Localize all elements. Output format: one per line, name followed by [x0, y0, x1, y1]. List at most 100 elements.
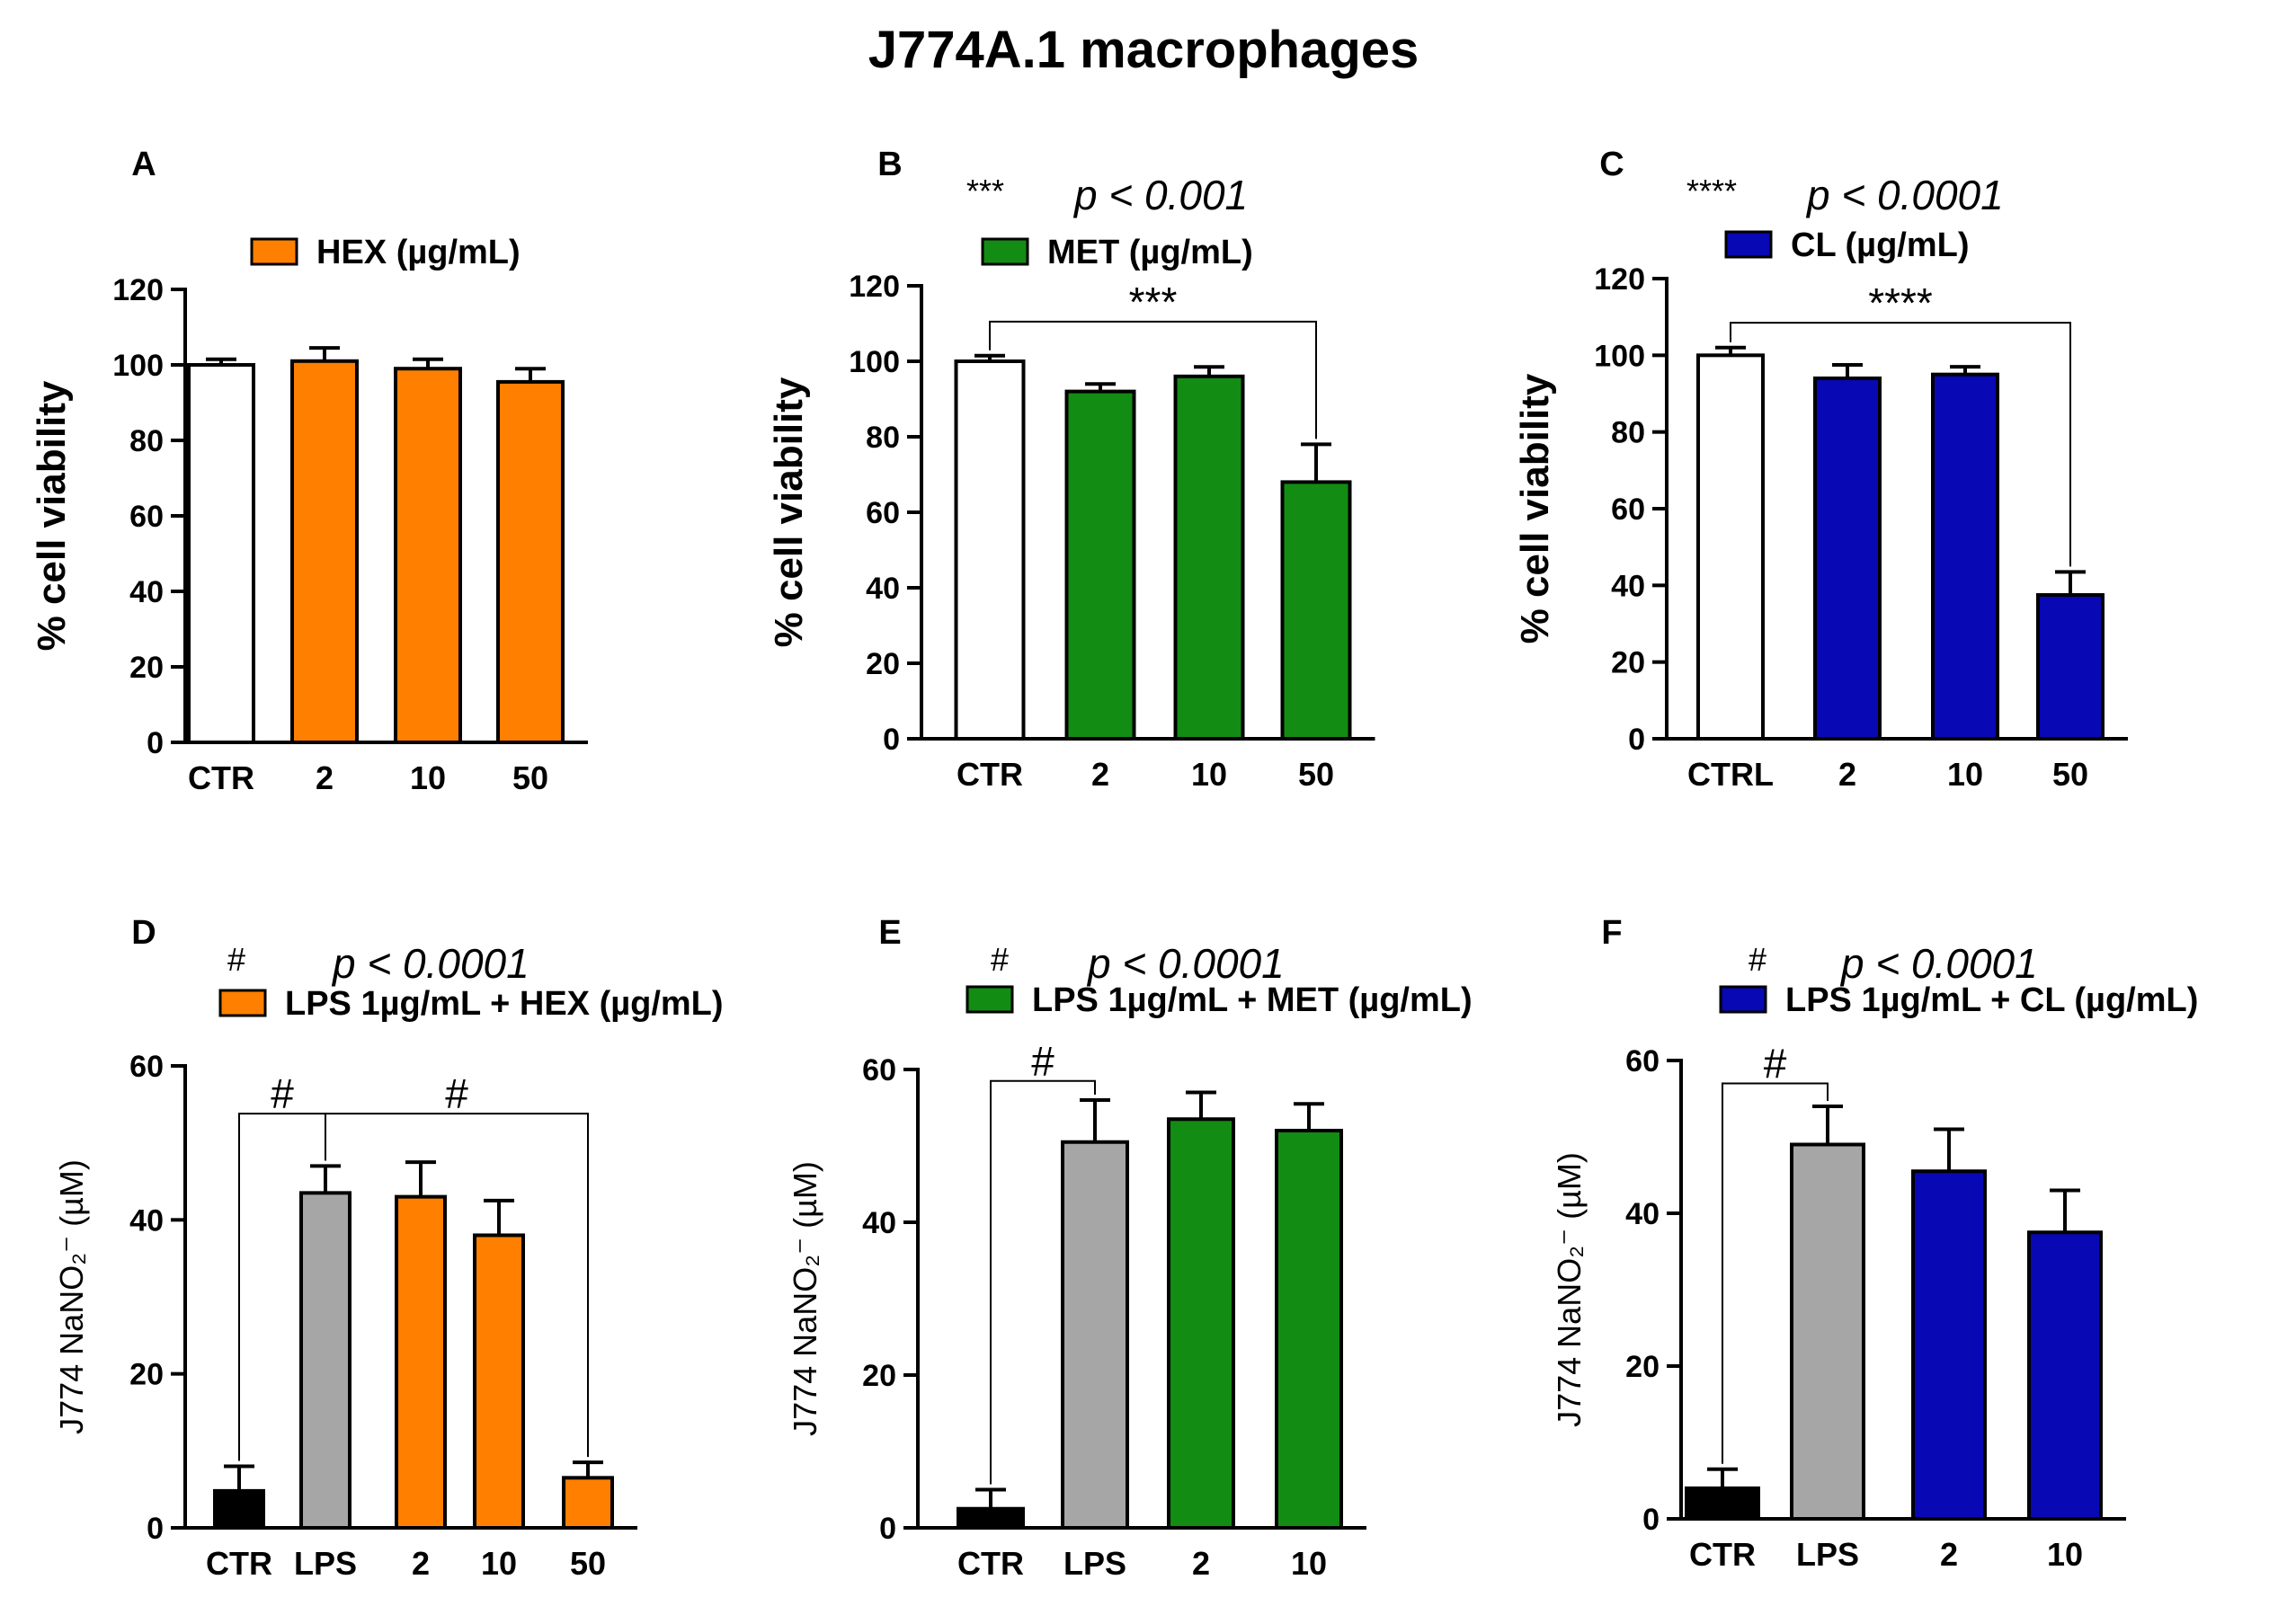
y-tick-label: 20: [129, 651, 164, 685]
y-tick-label: 100: [849, 345, 900, 379]
panel-f: F LPS 1µg/mL + CL (µg/mL) # p < 0.0001 J774 …: [1551, 914, 2198, 1573]
legend-label: HEX (µg/mL): [316, 234, 521, 271]
y-tick-label: 60: [129, 1050, 164, 1084]
y-tick-label: 40: [129, 1203, 164, 1238]
significance-bracket: [1730, 322, 2071, 567]
bar-ctrl: [1696, 353, 1765, 741]
p-value-note: p < 0.0001: [1805, 172, 2004, 218]
p-value-note: p < 0.0001: [1086, 940, 1285, 987]
legend-label: LPS 1µg/mL + HEX (µg/mL): [285, 985, 724, 1023]
x-tick-label: 2: [1091, 756, 1109, 793]
y-tick-label: 0: [147, 1512, 164, 1546]
bar-50: [562, 1476, 614, 1530]
y-tick-label: 60: [1611, 493, 1645, 527]
y-tick-label: 80: [129, 424, 164, 458]
bar-ctr: [187, 363, 255, 744]
panel-letter: E: [878, 914, 901, 952]
y-tick-label: 80: [866, 421, 900, 455]
x-tick-label: 10: [2047, 1536, 2083, 1573]
x-tick-label: 10: [1191, 756, 1227, 793]
x-tick-label: CTR: [957, 756, 1023, 793]
bar-10: [2027, 1230, 2103, 1521]
y-tick-label: 20: [129, 1358, 164, 1392]
significance-symbol: ****: [1686, 173, 1737, 209]
bar-2: [1167, 1117, 1235, 1530]
x-tick-label: 10: [410, 759, 446, 796]
significance-label: #: [1031, 1038, 1055, 1085]
y-tick-label: 40: [129, 575, 164, 609]
x-tick-label: 2: [1940, 1536, 1958, 1573]
y-tick-label: 120: [849, 270, 900, 304]
x-tick-label: 2: [412, 1545, 430, 1582]
significance-symbol: ***: [966, 173, 1004, 209]
y-tick-label: 100: [1594, 339, 1645, 373]
p-value-note: p < 0.0001: [1839, 940, 2038, 987]
significance-label: ***: [1129, 279, 1178, 325]
bar-ctr: [957, 1506, 1025, 1530]
legend-swatch: [218, 989, 267, 1017]
legend-label: CL (µg/mL): [1791, 226, 1970, 264]
x-tick-label: CTRL: [1687, 756, 1774, 793]
legend-swatch: [981, 237, 1029, 266]
bar-10: [473, 1233, 525, 1530]
y-axis-label: % cell viability: [1513, 373, 1557, 643]
x-tick-label: 50: [570, 1545, 606, 1582]
legend-swatch: [1719, 985, 1767, 1014]
y-tick-label: 100: [112, 349, 164, 383]
x-tick-label: LPS: [1063, 1545, 1126, 1582]
panel-a: A HEX (µg/mL) % cell viability 0 20 40 60 80 100…: [30, 146, 588, 796]
bar-ctr: [954, 359, 1026, 741]
x-tick-label: CTR: [188, 759, 254, 796]
y-axis-label: J774 NaNO₂⁻ (µM): [787, 1161, 823, 1436]
bar-lps: [1061, 1140, 1129, 1530]
bar-2: [1064, 389, 1136, 741]
y-tick-label: 0: [883, 723, 900, 757]
bar-10: [1931, 372, 1999, 741]
x-tick-label: CTR: [1689, 1536, 1756, 1573]
p-value-note: p < 0.001: [1072, 172, 1248, 218]
bar-2: [290, 359, 359, 744]
x-tick-label: 50: [2052, 756, 2088, 793]
y-axis-label: J774 NaNO₂⁻ (µM): [1551, 1152, 1588, 1427]
y-tick-label: 60: [1625, 1044, 1660, 1078]
figure-title: J774A.1 macrophages: [868, 21, 1419, 79]
x-tick-label: CTR: [957, 1545, 1024, 1582]
y-tick-label: 0: [1642, 1503, 1660, 1537]
significance-symbol: #: [1749, 941, 1766, 978]
x-tick-label: 10: [1947, 756, 1983, 793]
bar-lps: [299, 1191, 352, 1530]
panel-b: B MET (µg/mL) *** p < 0.001 % cell viability…: [767, 146, 1375, 793]
panel-letter: D: [131, 914, 156, 952]
x-tick-label: LPS: [294, 1545, 357, 1582]
bar-50: [1280, 480, 1352, 741]
significance-label: #: [445, 1070, 468, 1117]
bar-10: [394, 367, 462, 744]
y-tick-label: 40: [1611, 569, 1645, 603]
panel-letter: B: [877, 146, 902, 183]
significance-bracket: [990, 1079, 1096, 1485]
legend-label: MET (µg/mL): [1047, 234, 1253, 271]
y-tick-label: 0: [147, 726, 164, 760]
x-tick-label: 50: [1298, 756, 1334, 793]
bar-2: [1911, 1169, 1987, 1521]
y-axis-label: % cell viability: [767, 377, 811, 647]
y-tick-label: 120: [1594, 262, 1645, 297]
y-tick-label: 60: [129, 500, 164, 534]
x-tick-label: 2: [1192, 1545, 1210, 1582]
legend-label: LPS 1µg/mL + MET (µg/mL): [1032, 981, 1473, 1019]
y-tick-label: 20: [1611, 646, 1645, 680]
bar-50: [2036, 593, 2105, 741]
significance-bracket: [325, 1113, 589, 1458]
y-tick-label: 0: [1628, 723, 1645, 757]
panel-letter: A: [131, 146, 156, 183]
bar-2: [395, 1194, 447, 1530]
y-tick-label: 0: [879, 1512, 896, 1546]
y-axis-label: J774 NaNO₂⁻ (µM): [53, 1159, 90, 1434]
panel-letter: C: [1599, 146, 1624, 183]
panel-c: C CL (µg/mL) **** p < 0.0001 % cell viabilit…: [1513, 146, 2128, 793]
x-tick-label: 50: [512, 759, 548, 796]
y-tick-label: 60: [862, 1053, 896, 1087]
y-tick-label: 40: [866, 572, 900, 606]
